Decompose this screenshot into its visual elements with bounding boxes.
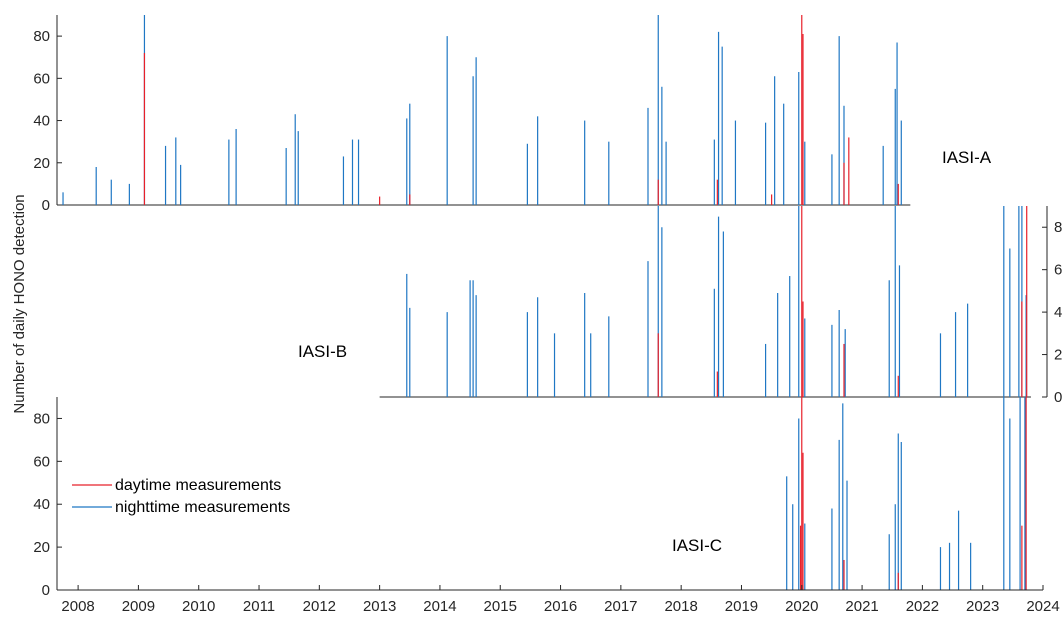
x-tick-label: 2009 [122,598,155,615]
y-axis-label: Number of daily HONO detection [11,194,28,413]
x-tick-label: 2010 [182,598,215,615]
y-tick-label: 2 [1054,347,1062,364]
x-tick-label: 2014 [423,598,456,615]
x-tick-label: 2016 [544,598,577,615]
nighttime-series [786,397,1026,590]
legend-label: daytime measurements [115,477,281,494]
x-tick-label: 2008 [61,598,94,615]
panel-iasi-b: 0 2 4 6 8 IASI-B [298,206,1062,406]
x-tick-label: 2015 [484,598,517,615]
instrument-label: IASI-B [298,342,347,361]
panel-iasi-c: 0 20 40 60 80 IASI-C [33,397,1031,599]
x-tick-label: 2024 [1026,598,1059,615]
x-tick-label: 2019 [725,598,758,615]
x-tick-label: 2013 [363,598,396,615]
y-tick-label: 40 [33,113,50,130]
panel-iasi-a: 0 20 40 60 80 IASI-A [33,15,992,214]
instrument-label: IASI-A [942,148,992,167]
instrument-label: IASI-C [672,536,722,555]
x-tick-label: 2018 [664,598,697,615]
y-tick-label: 20 [33,155,50,172]
y-tick-label: 60 [33,70,50,87]
x-tick-label: 2022 [906,598,939,615]
y-tick-label: 4 [1054,304,1062,321]
y-tick-label: 0 [42,197,50,214]
y-tick-label: 8 [1054,219,1062,236]
nighttime-series [62,15,902,205]
x-tick-label: 2021 [845,598,878,615]
nighttime-series [406,206,1027,397]
y-tick-label: 60 [33,453,50,470]
y-tick-label: 0 [1054,389,1062,406]
y-tick-label: 40 [33,496,50,513]
x-tick-label: 2017 [604,598,637,615]
daytime-series [799,397,1027,590]
y-tick-label: 80 [33,410,50,427]
y-tick-label: 80 [33,28,50,45]
x-tick-label: 2012 [303,598,336,615]
legend-label: nighttime measurements [115,499,290,516]
daytime-series [143,15,899,205]
x-tick-label: 2023 [966,598,999,615]
y-tick-label: 20 [33,539,50,556]
daytime-series [657,206,1028,397]
x-tick-label: 2011 [243,598,275,615]
legend: daytime measurements nighttime measuremen… [72,477,290,516]
y-tick-label: 6 [1054,262,1062,279]
x-tick-label: 2020 [785,598,818,615]
y-tick-label: 0 [42,582,50,599]
